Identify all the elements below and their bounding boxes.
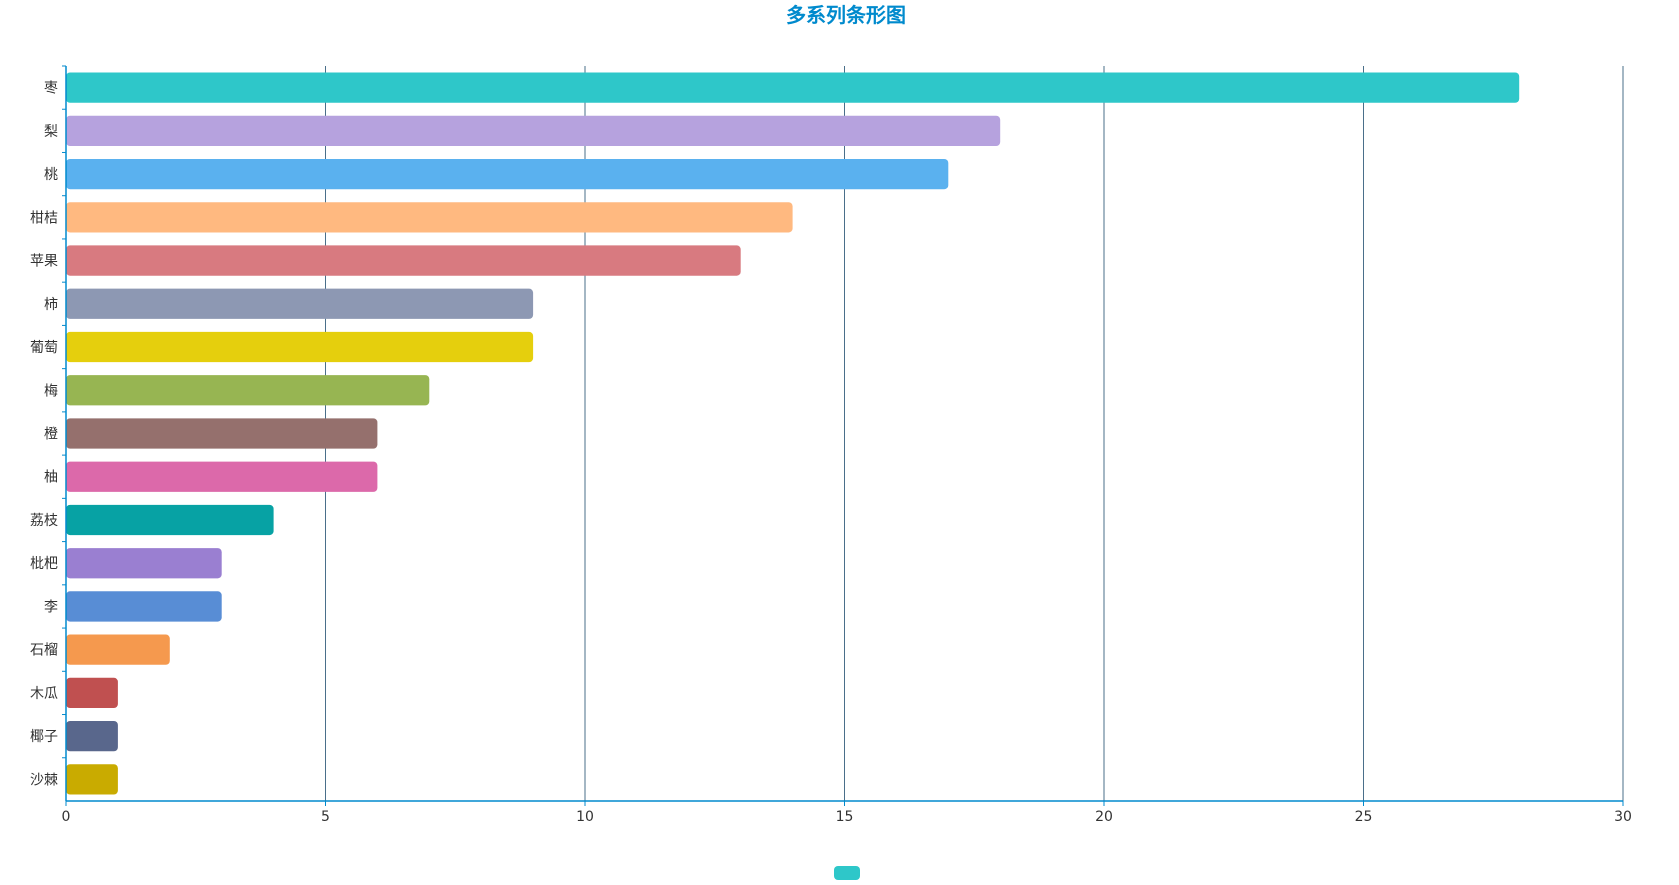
bar-1[interactable] (66, 115, 1001, 146)
bar-13[interactable] (66, 634, 170, 665)
chart-title: 多系列条形图 (786, 3, 906, 27)
y-tick-label: 梨 (44, 124, 58, 140)
bar-8[interactable] (66, 418, 378, 449)
bars (66, 72, 1520, 795)
y-tick-label: 李 (44, 599, 58, 615)
bar-2[interactable] (66, 158, 949, 190)
y-tick-label: 枇杷 (30, 556, 58, 572)
y-tick-label: 柚 (44, 470, 58, 486)
y-tick-label: 葡萄 (30, 340, 58, 356)
y-tick-label: 枣 (44, 81, 58, 97)
bar-4[interactable] (66, 245, 741, 276)
x-tick-label: 5 (321, 809, 330, 825)
bar-3[interactable] (66, 202, 793, 233)
bar-12[interactable] (66, 591, 222, 622)
y-tick-label: 苹果 (30, 254, 58, 270)
bar-14[interactable] (66, 677, 118, 709)
y-tick-label: 柿 (44, 296, 58, 313)
bar-0[interactable] (66, 72, 1520, 103)
x-tick-label: 0 (62, 809, 71, 825)
bar-7[interactable] (66, 375, 430, 406)
x-tick-label: 30 (1614, 809, 1632, 825)
legend[interactable] (834, 866, 860, 880)
bar-10[interactable] (66, 504, 274, 536)
bar-9[interactable] (66, 461, 378, 492)
bar-16[interactable] (66, 764, 118, 795)
bar-15[interactable] (66, 721, 118, 752)
y-tick-label: 沙棘 (30, 772, 58, 788)
bar-5[interactable] (66, 288, 534, 319)
legend-swatch[interactable] (834, 866, 860, 880)
x-tick-label: 15 (836, 809, 854, 825)
x-tick-label: 10 (576, 809, 594, 825)
x-tick-label: 25 (1355, 809, 1373, 825)
x-tick-label: 20 (1095, 809, 1113, 825)
y-tick-label: 柑桔 (30, 210, 58, 226)
y-tick-label: 橙 (44, 427, 58, 443)
y-tick-label: 石榴 (30, 643, 58, 659)
y-tick-label: 荔枝 (30, 513, 58, 529)
y-tick-label: 木瓜 (30, 686, 58, 702)
y-tick-label: 梅 (44, 383, 58, 399)
bar-6[interactable] (66, 331, 534, 363)
y-tick-label: 椰子 (30, 729, 58, 745)
bar-11[interactable] (66, 548, 222, 579)
y-tick-label: 桃 (44, 167, 58, 183)
axes (62, 65, 1624, 806)
